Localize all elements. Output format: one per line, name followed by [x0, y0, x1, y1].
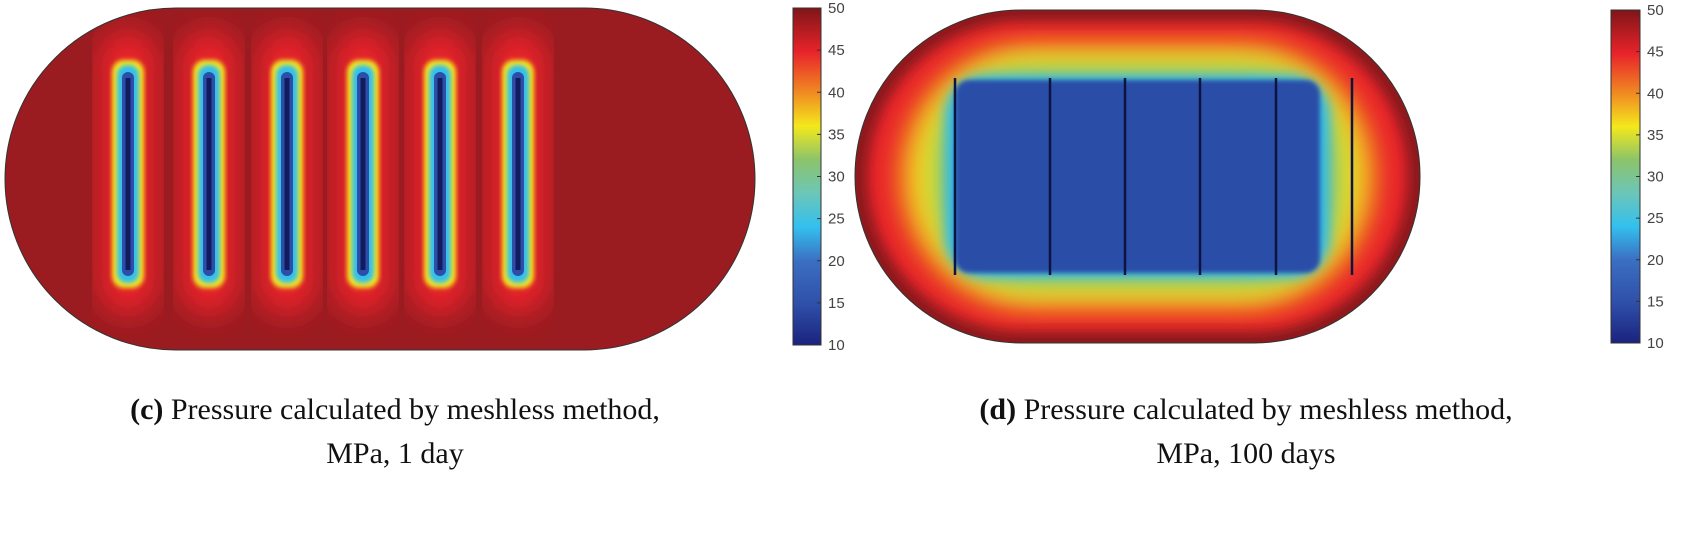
colorbar-tick-label: 50: [1647, 2, 1664, 19]
caption-c-text: Pressure calculated by meshless method,: [170, 393, 660, 426]
colorbar-tick-label: 40: [1647, 85, 1664, 102]
colorbar-c: 50 45 40 35 30 25 20 15 10: [792, 0, 845, 354]
pressure-map-1-day: [5, 8, 755, 350]
caption-d-label: (d): [979, 393, 1017, 426]
colorbar-tick-label: 50: [828, 0, 845, 17]
colorbar-tick-label: 30: [1647, 169, 1664, 186]
pressure-map-100-days: [855, 10, 1420, 343]
colorbar-tick-label: 10: [828, 337, 845, 354]
colorbar-tick-label: 10: [1647, 335, 1664, 352]
colorbar-tick-label: 15: [828, 295, 845, 312]
colorbar-tick-label: 15: [1647, 293, 1664, 310]
colorbar-tick-label: 30: [828, 169, 845, 186]
colorbar-d: 50 45 40 35 30 25 20 15 10: [1610, 2, 1664, 352]
fracture: [333, 30, 393, 315]
colorbar-tick-label: 20: [828, 253, 845, 270]
caption-d-line2: MPa, 100 days: [1156, 437, 1336, 470]
colorbar-tick-label: 45: [828, 42, 845, 59]
fracture: [410, 30, 470, 315]
colorbar-tick-label: 25: [828, 211, 845, 228]
caption-d: (d) Pressure calculated by meshless meth…: [896, 388, 1596, 476]
caption-d-text: Pressure calculated by meshless method,: [1023, 393, 1513, 426]
fracture: [98, 30, 158, 315]
colorbar-tick-label: 25: [1647, 210, 1664, 227]
caption-c-label: (c): [130, 393, 164, 426]
fracture: [488, 30, 548, 315]
colorbar-tick-label: 35: [828, 126, 845, 143]
colorbar-tick-label: 40: [828, 84, 845, 101]
colorbar-tick-label: 35: [1647, 127, 1664, 144]
colorbar-tick-label: 45: [1647, 44, 1664, 61]
fracture: [179, 30, 239, 315]
colorbar-tick-label: 20: [1647, 252, 1664, 269]
fracture: [257, 30, 317, 315]
caption-c-line2: MPa, 1 day: [326, 437, 464, 470]
caption-c: (c) Pressure calculated by meshless meth…: [45, 388, 745, 476]
